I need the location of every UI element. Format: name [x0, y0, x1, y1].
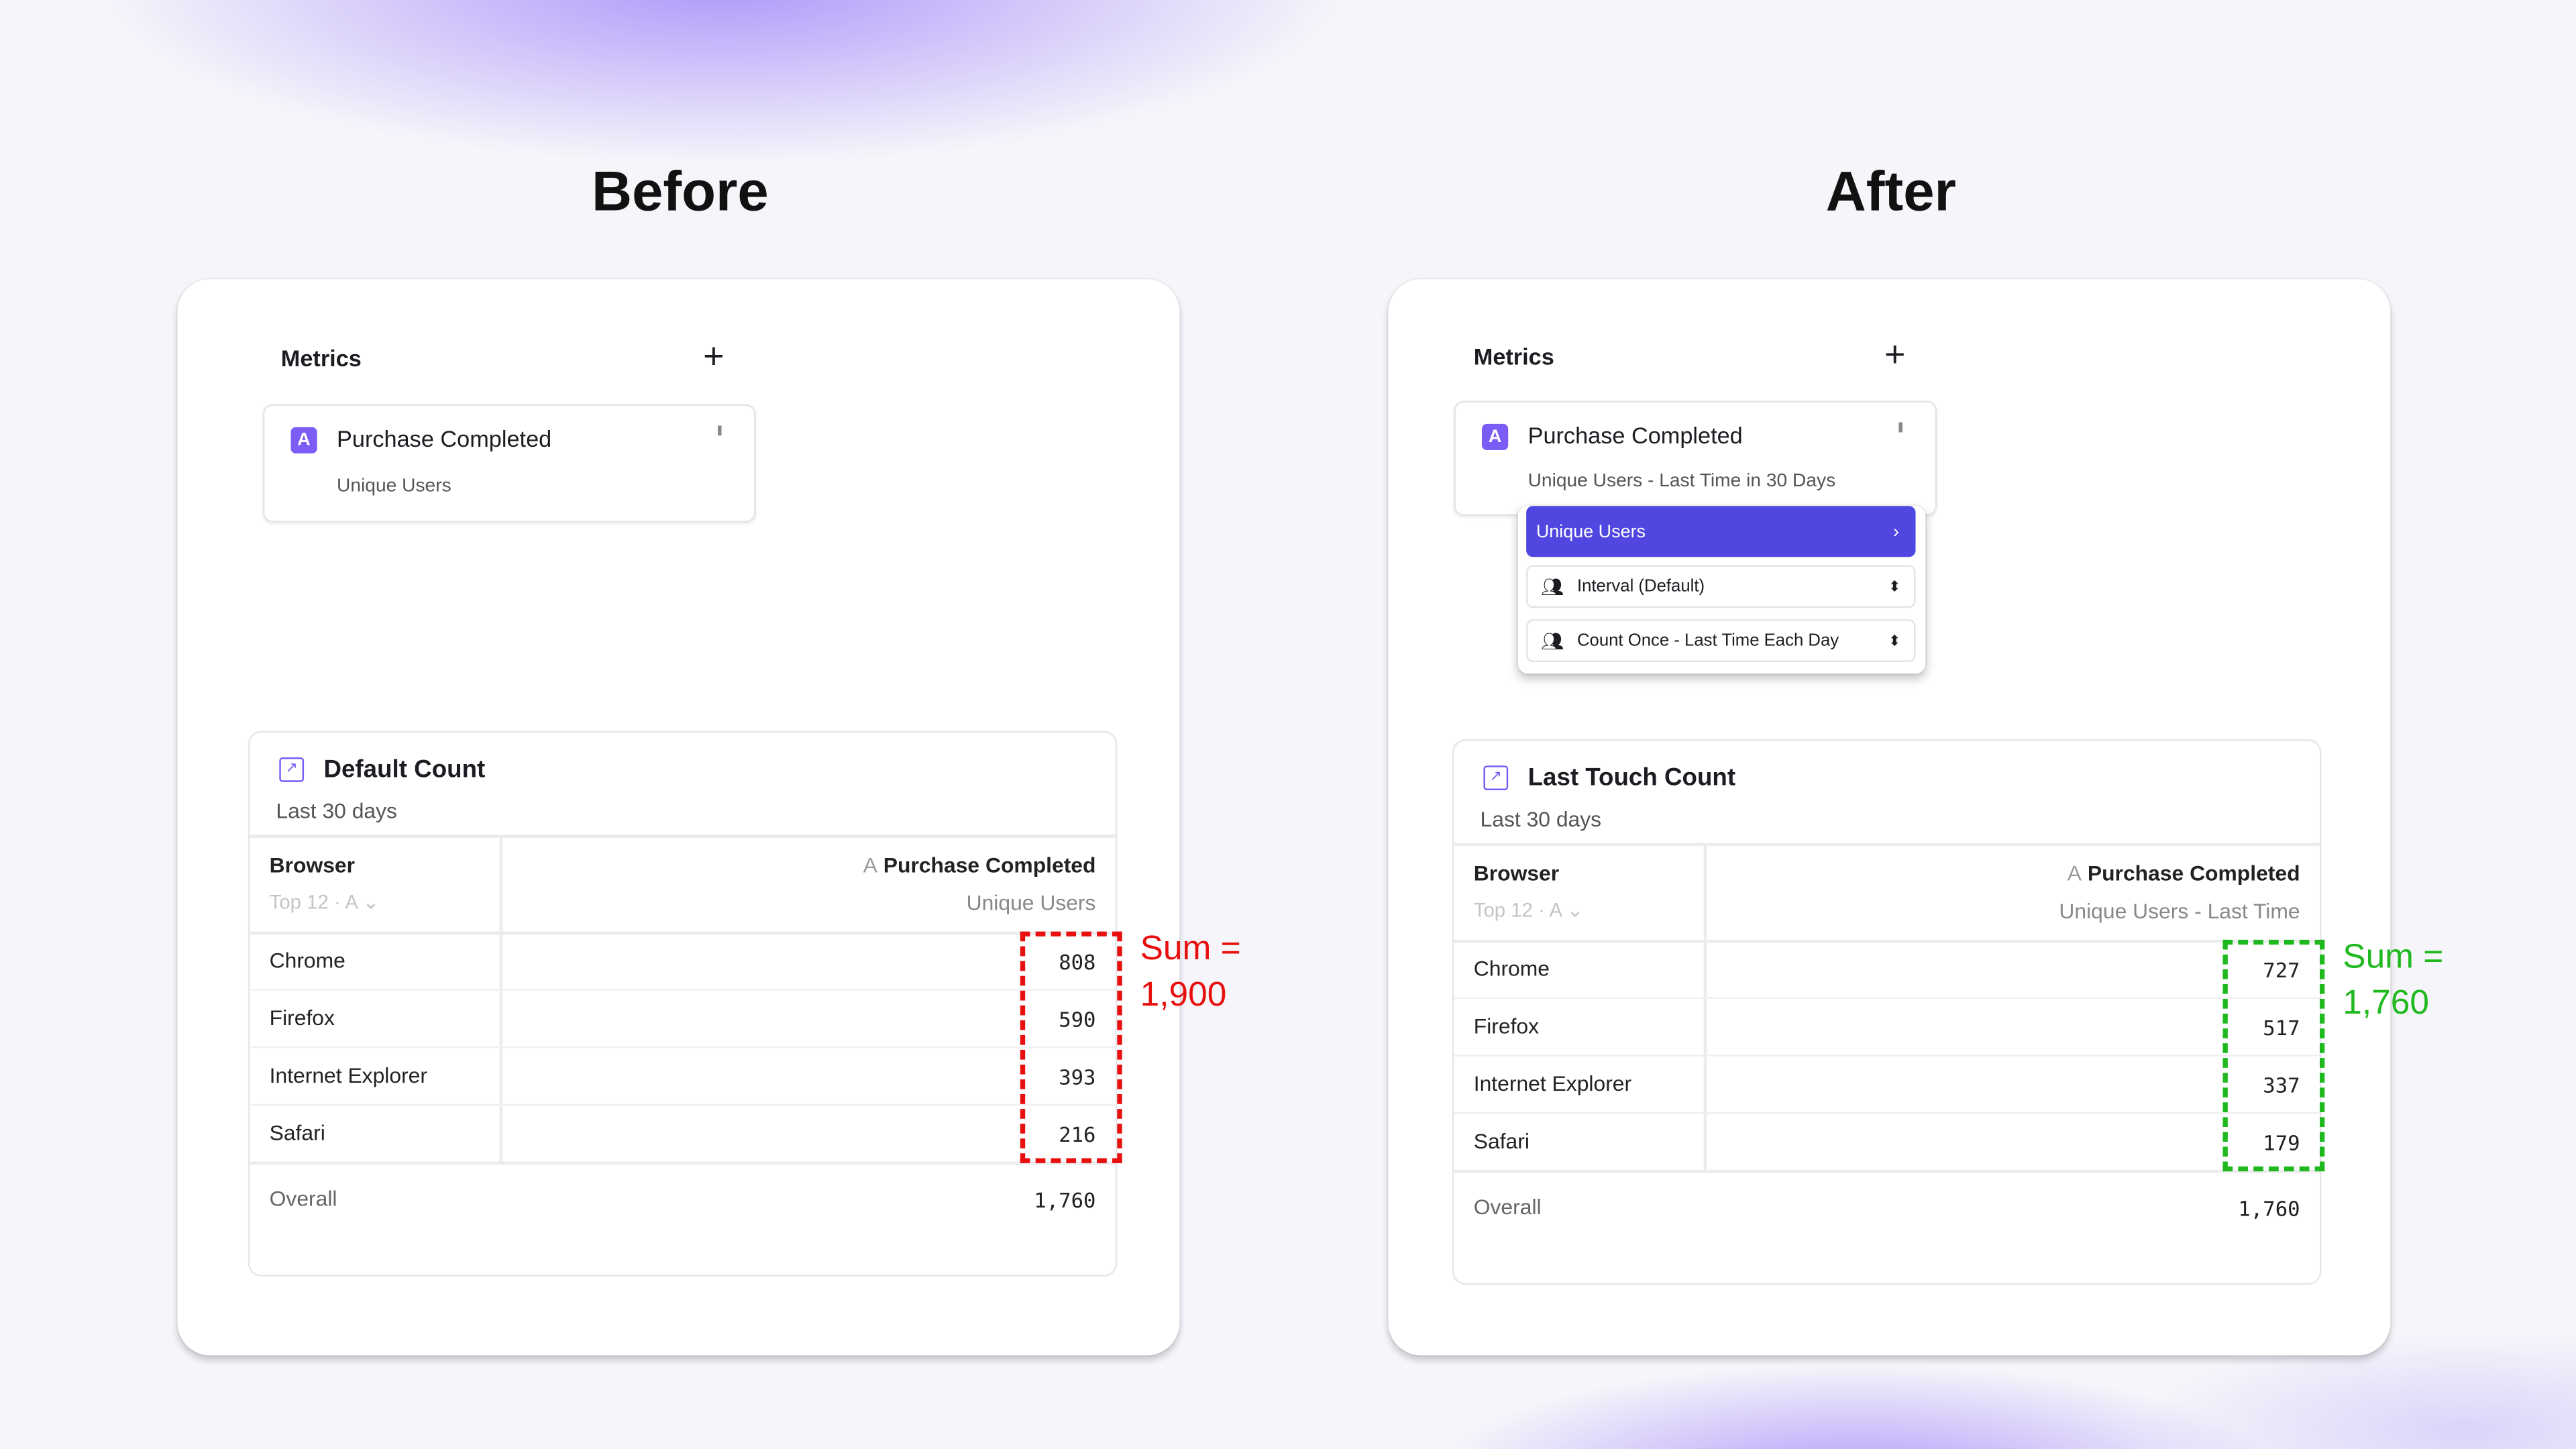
- col-metric-sub: Unique Users: [966, 890, 1096, 916]
- after-panel: Metrics + A Purchase Completed ··· Unique…: [1388, 279, 2391, 1356]
- dropdown-selected-label: Unique Users: [1536, 521, 1646, 541]
- metric-card[interactable]: A Purchase Completed ··· Unique Users - …: [1454, 400, 1937, 516]
- row-value: 393: [1059, 1064, 1096, 1089]
- metric-card[interactable]: A Purchase Completed ··· Unique Users: [262, 404, 756, 523]
- sum-highlight-box: [2222, 939, 2325, 1172]
- metric-subtitle: Unique Users: [337, 476, 451, 496]
- table-row: Internet Explorer 337: [1454, 1057, 2320, 1114]
- sum-highlight-box: [1020, 931, 1122, 1163]
- add-metric-button[interactable]: +: [703, 335, 724, 376]
- sort-updown-icon: ⬍: [1888, 631, 1901, 649]
- table-subtitle: Last 30 days: [276, 798, 397, 823]
- sum-annotation: Sum = 1,900: [1140, 930, 1241, 1014]
- browser-name: Chrome: [1473, 956, 1550, 981]
- col-metric-sub: Unique Users - Last Time: [2059, 898, 2300, 924]
- dropdown-item-unique-users[interactable]: Unique Users ›: [1526, 506, 1916, 557]
- metric-badge: A: [1481, 423, 1509, 451]
- dropdown-option[interactable]: 👥︎ Count Once - Last Time Each Day ⬍: [1526, 619, 1916, 662]
- row-value: 590: [1059, 1007, 1096, 1032]
- table-row: Safari 179: [1454, 1114, 2320, 1171]
- sort-updown-icon: ⬍: [1888, 577, 1901, 594]
- chart-icon: ↗: [279, 757, 305, 782]
- metric-options-dropdown: Unique Users › 👥︎ Interval (Default) ⬍ 👥︎ Co…: [1517, 506, 1926, 674]
- metrics-label: Metrics: [1473, 343, 1554, 370]
- results-table-card: ↗ Default Count Last 30 days Browser Top…: [248, 731, 1118, 1277]
- table-title: Default Count: [323, 755, 486, 784]
- browser-name: Internet Explorer: [269, 1063, 428, 1088]
- users-icon: 👥︎: [1541, 631, 1564, 652]
- browser-name: Internet Explorer: [1473, 1071, 1632, 1096]
- dropdown-option[interactable]: 👥︎ Interval (Default) ⬍: [1526, 565, 1916, 608]
- row-value: 216: [1059, 1122, 1096, 1147]
- browser-name: Safari: [1473, 1128, 1529, 1154]
- table-row: Chrome 727: [1454, 941, 2320, 999]
- more-options-icon[interactable]: ···: [1886, 420, 1915, 431]
- option-label: Count Once - Last Time Each Day: [1576, 631, 1839, 651]
- option-label: Interval (Default): [1576, 576, 1705, 596]
- row-value: 727: [2263, 957, 2300, 983]
- table-row: Firefox 590: [250, 991, 1116, 1049]
- top-n-selector[interactable]: Top 12 · A ⌄: [269, 890, 380, 914]
- chevron-right-icon: ›: [1893, 521, 1900, 541]
- before-panel: Metrics + A Purchase Completed ··· Unique…: [177, 279, 1180, 1356]
- overall-value: 1,760: [2238, 1195, 2300, 1221]
- browser-name: Firefox: [1473, 1014, 1540, 1038]
- top-n-selector[interactable]: Top 12 · A ⌄: [1473, 898, 1584, 922]
- col-browser-header: Browser: [269, 853, 356, 877]
- metrics-label: Metrics: [280, 345, 362, 372]
- overall-label: Overall: [269, 1186, 337, 1211]
- before-heading: Before: [591, 161, 769, 224]
- table-row: Firefox 517: [1454, 999, 2320, 1057]
- browser-name: Chrome: [269, 948, 345, 973]
- table-subtitle: Last 30 days: [1480, 806, 1602, 832]
- users-icon: 👥︎: [1541, 577, 1564, 598]
- row-value: 179: [2263, 1130, 2300, 1155]
- sum-annotation: Sum = 1,760: [2343, 938, 2444, 1022]
- chart-icon: ↗: [1483, 765, 1509, 790]
- after-heading: After: [1825, 161, 1956, 224]
- table-row: Safari 216: [250, 1106, 1116, 1163]
- browser-name: Firefox: [269, 1005, 335, 1030]
- row-value: 337: [2263, 1073, 2300, 1097]
- results-table-card: ↗ Last Touch Count Last 30 days Browser …: [1452, 739, 2322, 1285]
- table-title: Last Touch Count: [1527, 763, 1736, 792]
- table-row: Chrome 808: [250, 933, 1116, 991]
- metric-title: Purchase Completed: [337, 425, 552, 452]
- browser-name: Safari: [269, 1120, 325, 1145]
- col-metric-header: A Purchase Completed: [863, 853, 1096, 877]
- add-metric-button[interactable]: +: [1884, 333, 1906, 375]
- more-options-icon[interactable]: ···: [704, 423, 733, 434]
- overall-label: Overall: [1473, 1194, 1542, 1220]
- row-value: 517: [2263, 1015, 2300, 1040]
- metric-badge: A: [290, 427, 317, 453]
- table-row: Internet Explorer 393: [250, 1048, 1116, 1106]
- col-metric-header: A Purchase Completed: [2067, 861, 2300, 886]
- row-value: 808: [1059, 949, 1096, 975]
- col-browser-header: Browser: [1473, 861, 1560, 886]
- metric-title: Purchase Completed: [1527, 422, 1743, 449]
- metric-subtitle: Unique Users - Last Time in 30 Days: [1527, 471, 1836, 492]
- overall-value: 1,760: [1034, 1187, 1096, 1213]
